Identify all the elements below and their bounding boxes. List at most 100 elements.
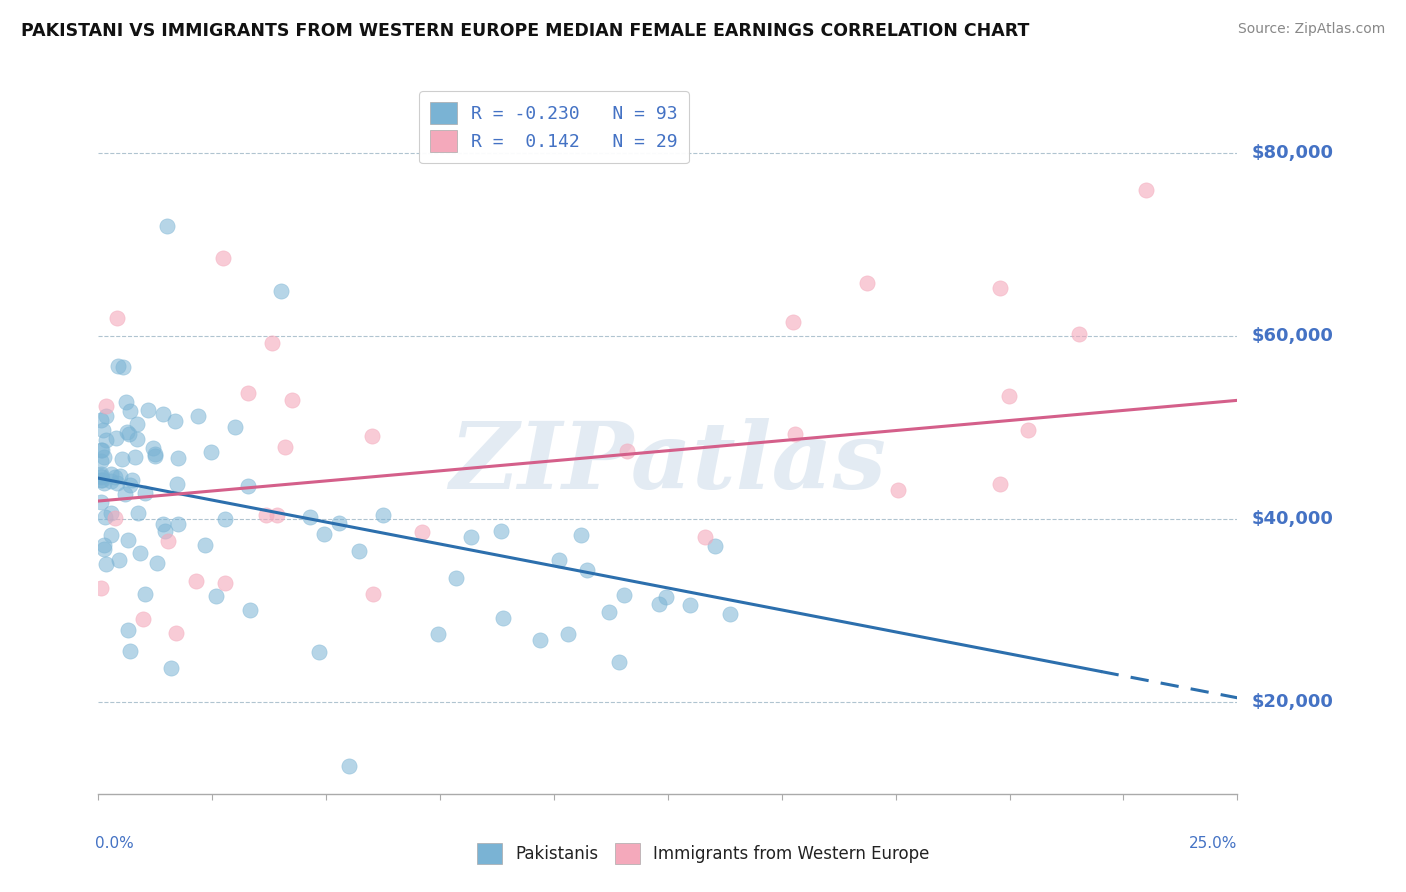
Point [120, 478, 142, 492]
Point [236, 386, 259, 401]
Point [160, 661, 183, 675]
Point [108, 553, 131, 567]
Point [655, 591, 678, 605]
Text: 0.0%: 0.0% [96, 836, 134, 851]
Text: $80,000: $80,000 [1251, 145, 1333, 162]
Point [167, 450, 190, 465]
Point [703, 539, 725, 553]
Point [274, 440, 297, 454]
Point [782, 315, 804, 329]
Point [165, 625, 187, 640]
Point [121, 473, 143, 487]
Point [156, 533, 179, 548]
Point [648, 597, 671, 611]
Point [118, 643, 141, 657]
Point [328, 516, 350, 531]
Point [163, 414, 186, 428]
Point [105, 310, 128, 325]
Point [128, 546, 150, 560]
Point [856, 276, 879, 290]
Point [205, 589, 228, 603]
Point [127, 432, 149, 446]
Point [598, 605, 620, 619]
Point [127, 506, 149, 520]
Point [143, 449, 166, 463]
Point [143, 447, 166, 461]
Point [576, 562, 599, 576]
Point [104, 510, 127, 524]
Point [107, 359, 129, 374]
Point [152, 516, 174, 531]
Point [224, 419, 246, 434]
Point [115, 425, 138, 439]
Point [96, 434, 118, 448]
Point [569, 528, 592, 542]
Point [492, 611, 515, 625]
Point [260, 335, 283, 350]
Point [270, 284, 292, 298]
Point [187, 409, 209, 423]
Point [96, 557, 118, 571]
Point [718, 607, 741, 621]
Point [90, 442, 112, 457]
Point [136, 403, 159, 417]
Point [112, 359, 135, 374]
Point [988, 281, 1011, 295]
Point [93, 537, 115, 551]
Point [96, 409, 118, 423]
Point [108, 468, 131, 483]
Point [489, 524, 512, 538]
Point [90, 473, 112, 487]
Point [100, 467, 122, 481]
Point [166, 476, 188, 491]
Point [111, 452, 134, 467]
Point [90, 454, 112, 468]
Point [90, 494, 112, 508]
Point [1135, 183, 1157, 197]
Text: $20,000: $20,000 [1251, 693, 1333, 711]
Point [145, 556, 167, 570]
Point [115, 394, 138, 409]
Point [613, 589, 636, 603]
Point [118, 403, 141, 417]
Point [679, 598, 702, 612]
Point [90, 470, 112, 484]
Point [114, 487, 136, 501]
Text: $40,000: $40,000 [1251, 510, 1333, 528]
Point [103, 470, 125, 484]
Point [90, 474, 112, 488]
Point [134, 587, 156, 601]
Point [616, 443, 638, 458]
Point [214, 576, 236, 591]
Point [167, 516, 190, 531]
Point [266, 508, 288, 523]
Point [695, 531, 717, 545]
Point [426, 627, 449, 641]
Point [93, 541, 115, 556]
Point [96, 399, 118, 413]
Point [998, 389, 1021, 403]
Point [239, 603, 262, 617]
Point [988, 477, 1011, 491]
Point [214, 511, 236, 525]
Point [1017, 423, 1039, 437]
Point [308, 645, 330, 659]
Point [1067, 326, 1090, 341]
Point [152, 407, 174, 421]
Point [236, 479, 259, 493]
Point [117, 533, 139, 548]
Point [153, 524, 176, 538]
Point [184, 574, 207, 589]
Point [349, 544, 371, 558]
Point [361, 587, 384, 601]
Point [557, 627, 579, 641]
Point [298, 509, 321, 524]
Text: 25.0%: 25.0% [1189, 836, 1237, 851]
Point [312, 527, 335, 541]
Point [607, 655, 630, 669]
Point [118, 427, 141, 442]
Text: PAKISTANI VS IMMIGRANTS FROM WESTERN EUROPE MEDIAN FEMALE EARNINGS CORRELATION C: PAKISTANI VS IMMIGRANTS FROM WESTERN EUR… [21, 22, 1029, 40]
Point [90, 413, 112, 427]
Point [134, 485, 156, 500]
Point [200, 445, 222, 459]
